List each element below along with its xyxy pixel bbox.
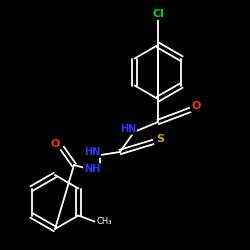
Text: Cl: Cl — [152, 9, 164, 19]
Text: CH₃: CH₃ — [96, 217, 112, 226]
Text: HN: HN — [120, 124, 136, 134]
Text: HN: HN — [84, 147, 100, 157]
Text: S: S — [156, 134, 164, 144]
Text: O: O — [50, 139, 60, 149]
Text: NH: NH — [84, 164, 100, 174]
Text: O: O — [191, 101, 201, 111]
